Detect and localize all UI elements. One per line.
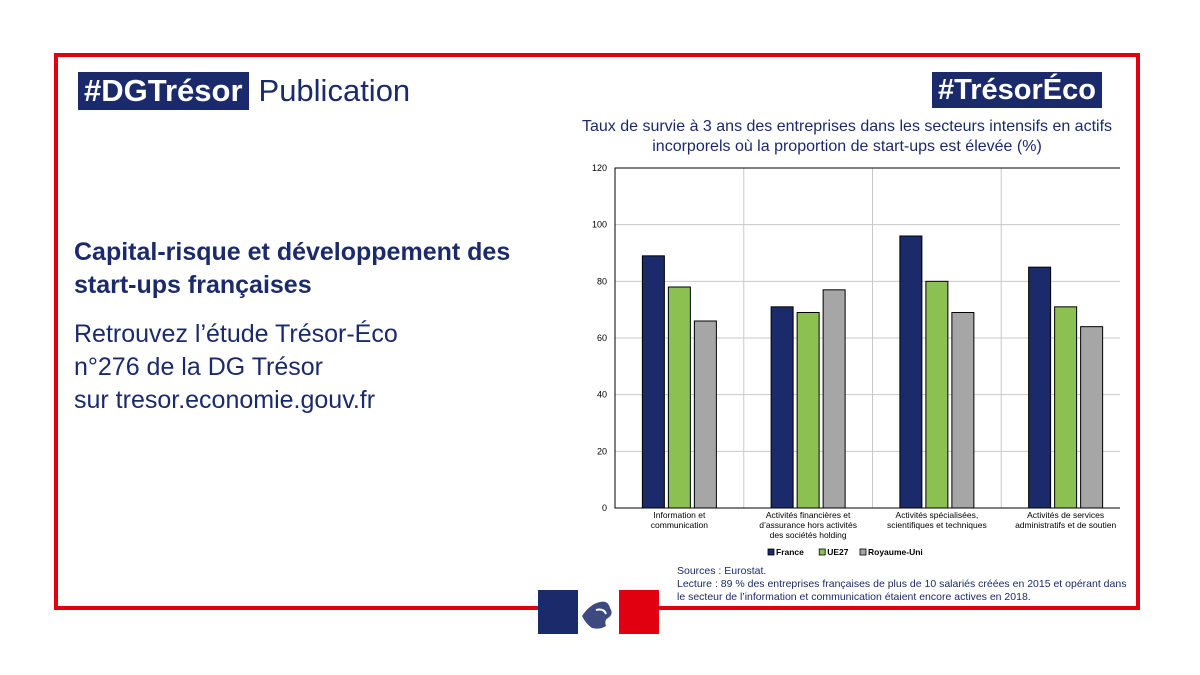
- x-category-label: Activités spécialisées, scientifiques et …: [887, 510, 987, 530]
- y-tick-label: 100: [592, 220, 607, 230]
- bar-ue27: [1054, 306, 1078, 509]
- x-category-label: Activités financières et d’assurance hors…: [759, 510, 857, 540]
- header-left: #DGTrésor Publication: [78, 72, 410, 110]
- lecture-text: Lecture : 89 % des entreprises française…: [677, 578, 1127, 603]
- y-tick-label: 60: [597, 333, 607, 343]
- logo-red-band: [619, 590, 659, 634]
- legend-label: Royaume-Uni: [868, 547, 923, 557]
- bar-france: [641, 255, 665, 509]
- legend-label: UE27: [827, 547, 849, 557]
- bar-france: [1028, 266, 1052, 509]
- bar-royaume-uni: [951, 312, 975, 509]
- bar-ue27: [667, 286, 691, 509]
- bar-ue27: [796, 312, 820, 509]
- logo-blue-band: [538, 590, 578, 634]
- y-tick-label: 0: [602, 503, 607, 513]
- bar-chart: 0 20 40 60 80 100 120 Information et communicati…: [592, 163, 1120, 557]
- y-tick-label: 20: [597, 446, 607, 456]
- bar-france: [770, 306, 794, 509]
- chart-notes: Sources : Eurostat. Lecture : 89 % des e…: [677, 565, 1137, 604]
- study-link-text: Retrouvez l’étude Trésor-Éco n°276 de la…: [74, 320, 398, 414]
- x-category-label: Activités de services administratifs et d…: [1015, 510, 1116, 530]
- tresoreco-tag[interactable]: #TrésorÉco: [932, 72, 1102, 108]
- bar-ue27: [925, 280, 949, 509]
- legend-swatch: [818, 548, 826, 556]
- y-tick-label: 120: [592, 163, 607, 173]
- marianne-profile-icon: [582, 601, 612, 629]
- bar-france: [899, 235, 923, 509]
- plot-frame: [614, 167, 1120, 509]
- sources-text: Sources : Eurostat.: [677, 565, 767, 577]
- headline: Capital-risque et développement des star…: [74, 238, 511, 299]
- bar-royaume-uni: [693, 320, 717, 509]
- y-tick-label: 80: [597, 276, 607, 286]
- bar-royaume-uni: [1080, 326, 1104, 509]
- dgtresor-tag[interactable]: #DGTrésor: [78, 72, 249, 110]
- legend-swatch: [767, 548, 775, 556]
- chart-title: Taux de survie à 3 ans des entreprises d…: [581, 118, 1113, 155]
- bar-royaume-uni: [822, 289, 846, 509]
- publication-label: Publication: [258, 73, 411, 108]
- y-tick-label: 40: [597, 390, 607, 400]
- legend-swatch: [859, 548, 867, 556]
- legend-label: France: [776, 547, 804, 557]
- marianne-logo-icon: [538, 590, 659, 634]
- logo-white-band: [578, 590, 619, 634]
- x-category-label: Information et communication: [651, 510, 708, 530]
